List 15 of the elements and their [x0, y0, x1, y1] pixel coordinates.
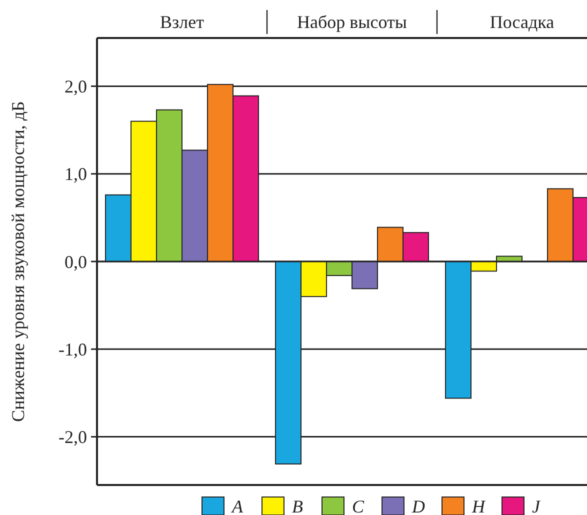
legend-label: D — [411, 496, 425, 515]
legend-label: A — [231, 496, 244, 515]
y-tick-label: -2,0 — [58, 427, 87, 448]
y-tick-label: -1,0 — [58, 339, 87, 360]
y-tick-label: 2,0 — [64, 76, 87, 97]
legend-label: B — [292, 496, 303, 515]
y-tick-label: 1,0 — [64, 164, 87, 184]
legend-label: H — [471, 496, 486, 515]
x-tick-label: Посадка — [490, 12, 554, 32]
legend-label: C — [352, 496, 365, 515]
y-axis-title: Снижение уровня звуковой мощности, дБ — [8, 101, 28, 422]
x-tick-label: Набор высоты — [297, 12, 407, 32]
x-tick-label: Взлет — [160, 12, 204, 32]
y-tick-label: 0,0 — [64, 252, 87, 272]
legend-label: J — [532, 496, 541, 515]
